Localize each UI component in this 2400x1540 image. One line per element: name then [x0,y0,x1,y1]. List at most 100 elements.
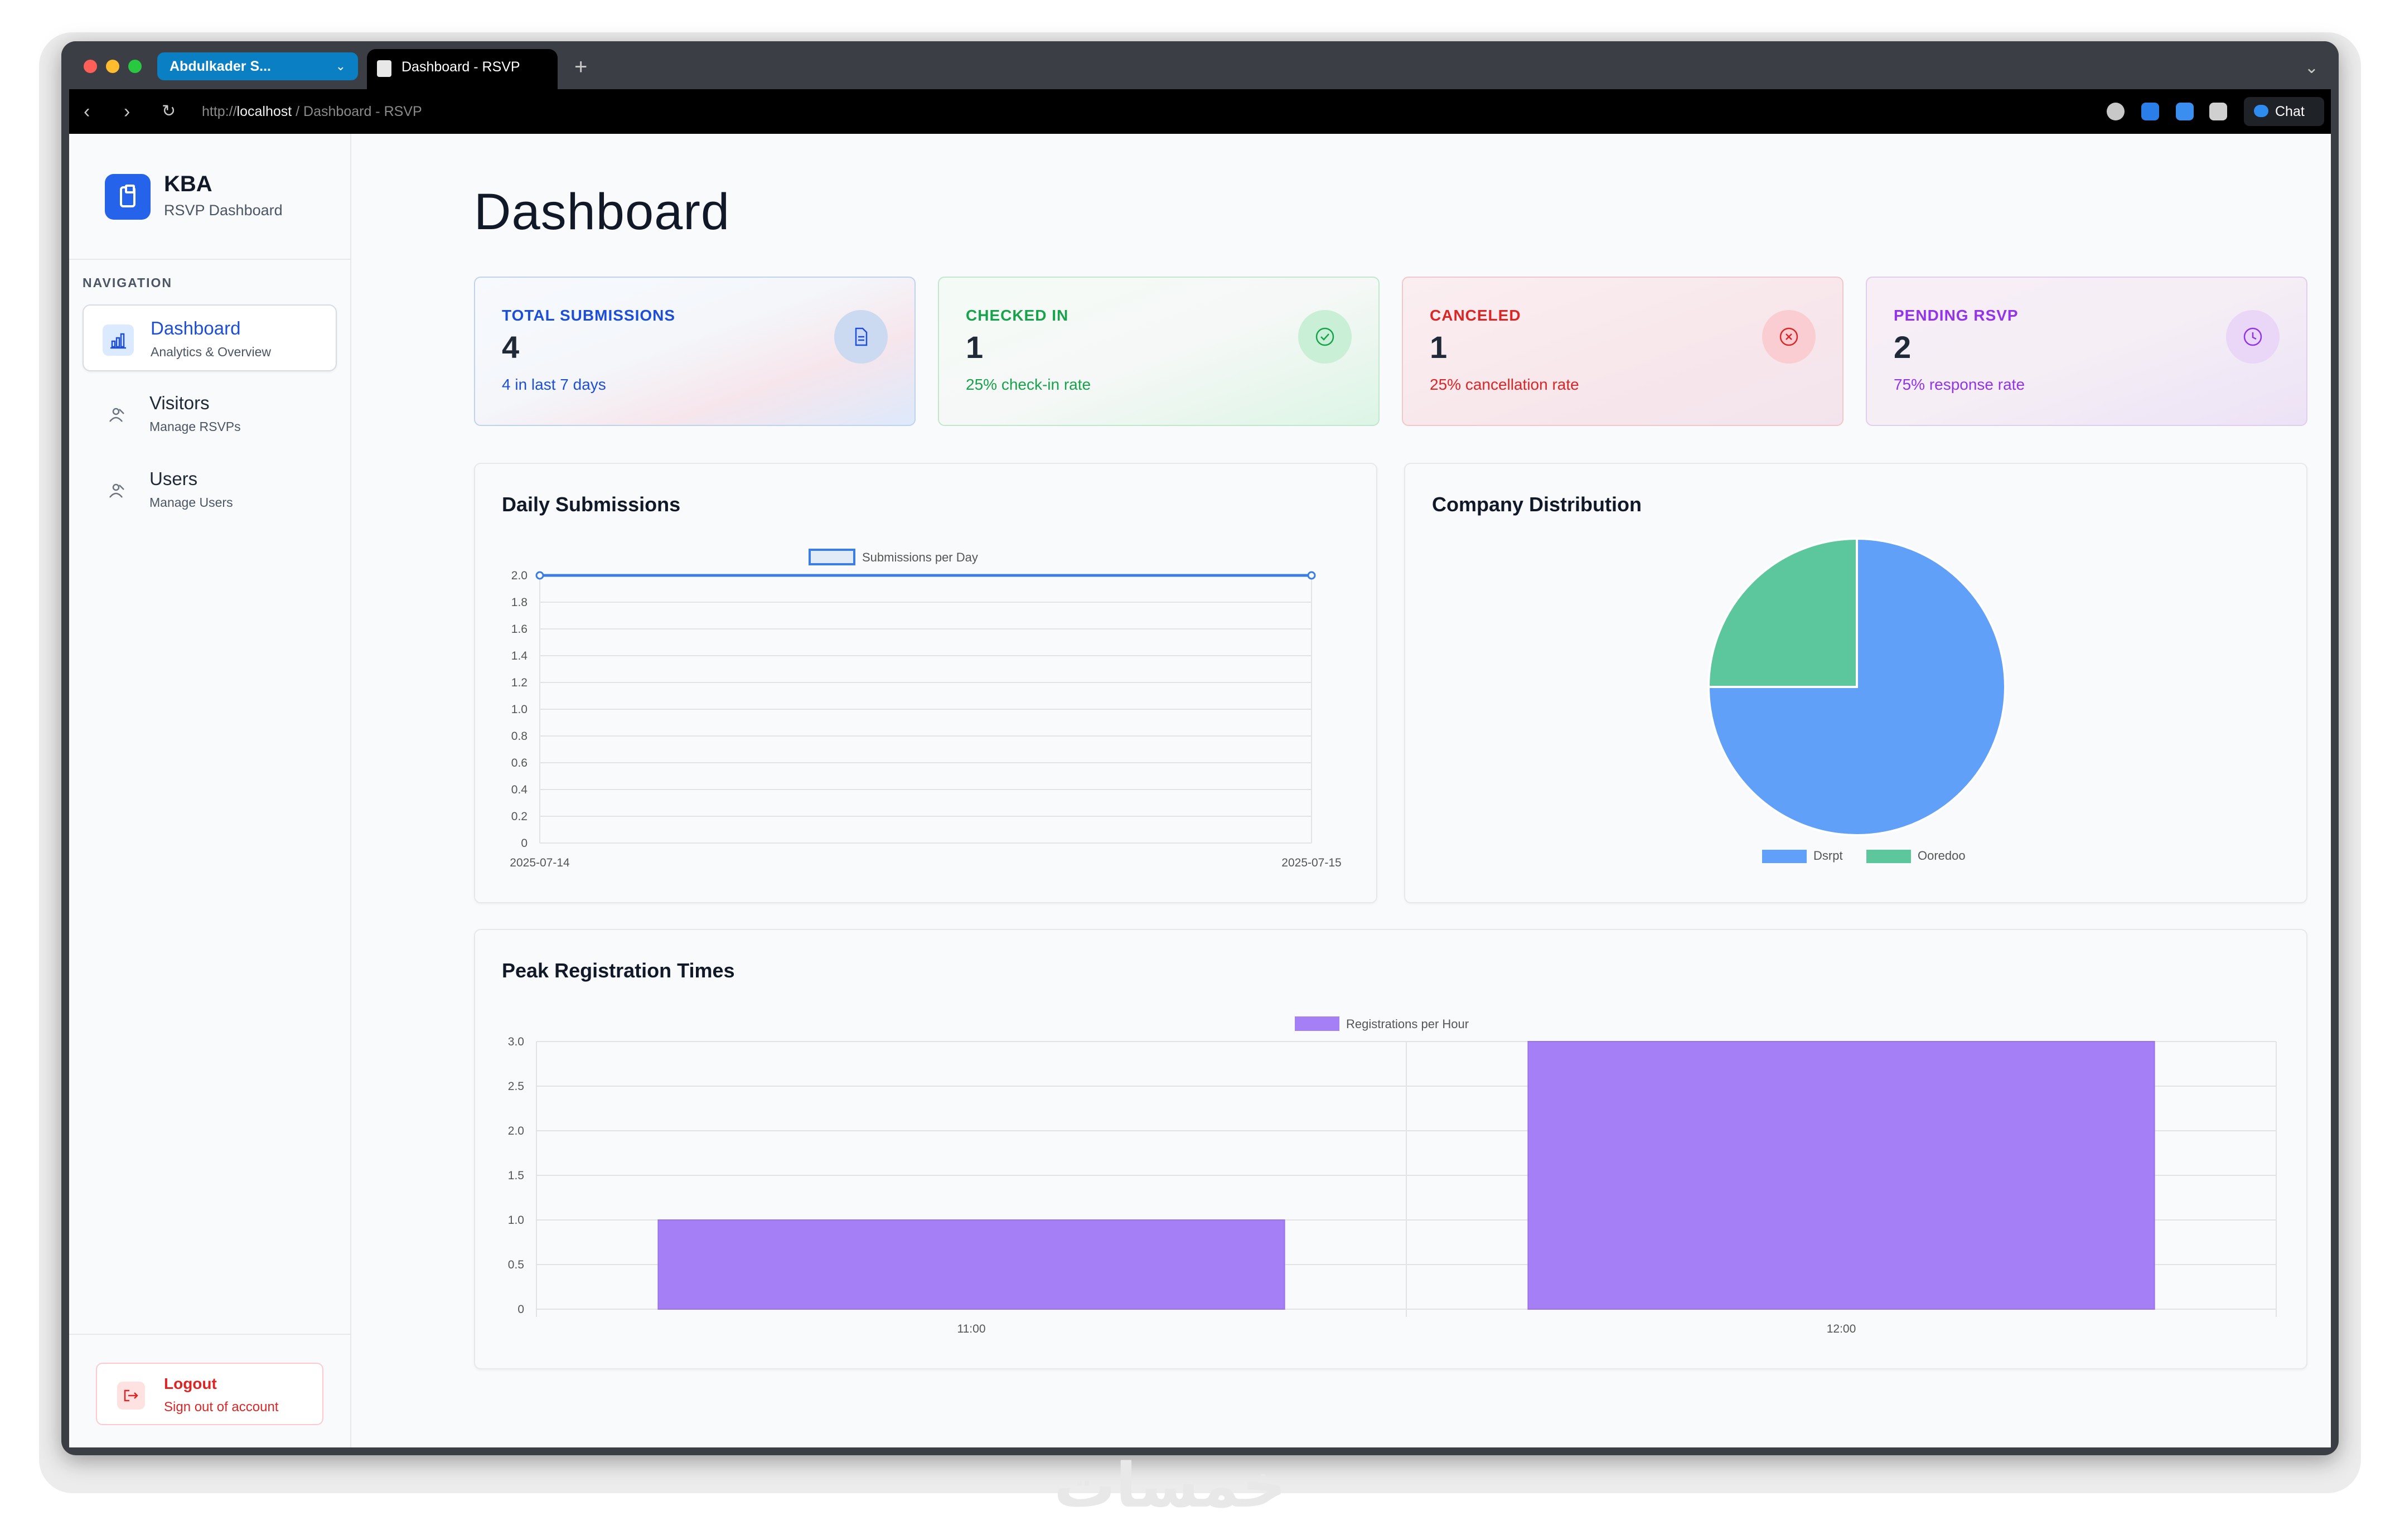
sidebar-item-users[interactable]: Users Manage Users [83,456,337,523]
y-tick-label: 0.2 [511,810,528,823]
profile-chip[interactable]: Abdulkader S... ⌄ [157,52,358,80]
minimize-window-button[interactable] [106,60,119,73]
stat-card-pending-rsvp: PENDING RSVP 2 75% response rate [1866,277,2307,426]
sidebar-item-dashboard[interactable]: Dashboard Analytics & Overview [83,304,337,371]
x-tick-label: 11:00 [957,1323,986,1335]
divider [69,259,350,260]
globe-icon[interactable] [2107,103,2125,120]
x-tick-label: 12:00 [1827,1323,1856,1335]
chevron-down-icon[interactable]: ⌄ [2304,59,2319,77]
y-tick-label: 0.6 [511,757,528,769]
main-content: Dashboard TOTAL SUBMISSIONS 4 4 in last … [350,134,2331,1447]
tab-title: Dashboard - RSVP [401,59,520,75]
document-icon [834,310,888,364]
stat-card-total-submissions: TOTAL SUBMISSIONS 4 4 in last 7 days [474,277,916,426]
bar-chart: 0 0.5 1.0 1.5 2.0 2.5 3.0 11:00 12:00 Registratio… [508,1016,2277,1335]
y-tick-label: 2.0 [511,569,528,582]
y-tick-label: 0.5 [508,1258,524,1271]
chat-label: Chat [2275,104,2305,119]
stat-note: 4 in last 7 days [502,376,606,393]
app-viewport: KBA RSVP Dashboard NAVIGATION Dashboard … [69,134,2331,1447]
brand-subtitle: RSVP Dashboard [164,202,283,219]
page-title: Dashboard [474,183,730,240]
logout-button[interactable]: Logout Sign out of account [96,1363,323,1425]
y-tick-label: 0.4 [511,783,528,796]
y-tick-label: 1.8 [511,596,528,609]
y-tick-label: 1.2 [511,676,528,689]
stat-note: 75% response rate [1894,376,2025,393]
pie-chart: Dsrpt Ooredoo [1707,537,2006,863]
camera-icon[interactable] [2209,103,2227,120]
y-tick-label: 0 [517,1303,524,1316]
pie-slice [1707,537,1858,688]
bar [657,1219,1285,1310]
url-host: localhost [236,104,292,119]
legend-label: Ooredoo [1918,849,1966,863]
sidebar-item-sublabel: Manage RSVPs [149,419,241,434]
y-tick-label: 2.0 [508,1125,524,1137]
check-circle-icon [1298,310,1352,364]
tab-dashboard[interactable]: Dashboard - RSVP [367,49,558,89]
bar [1527,1041,2155,1310]
y-tick-label: 2.5 [508,1080,524,1093]
sidebar: KBA RSVP Dashboard NAVIGATION Dashboard … [69,134,351,1447]
stat-value: 4 [502,330,520,365]
sidebar-item-sublabel: Analytics & Overview [151,345,272,359]
sidebar-item-label: Dashboard [151,318,241,338]
daily-submissions-card: Daily Submissions 0 0.2 0.4 0.6 0.8 1.0 1.2 1.4… [474,463,1377,903]
stat-value: 1 [1430,330,1448,365]
y-tick-label: 1.0 [508,1214,524,1227]
url-scheme: http:// [202,104,237,119]
page-icon [377,60,391,77]
data-point [535,571,544,580]
url-field[interactable]: http://localhost / Dashboard - RSVP [202,89,422,134]
company-distribution-card: Company Distribution Dsrpt Ooredoo [1404,463,2307,903]
address-bar: ‹ › ↻ http://localhost / Dashboard - RSV… [69,89,2331,134]
stat-card-canceled: CANCELED 1 25% cancellation rate [1402,277,1843,426]
chat-button[interactable]: Chat [2244,97,2324,126]
logout-label: Logout [164,1375,217,1392]
stat-label: TOTAL SUBMISSIONS [502,307,676,324]
users-icon [101,475,133,506]
watermark: خمسات [1054,1451,1286,1520]
stat-value: 2 [1894,330,1912,365]
legend-swatch [1295,1016,1339,1031]
y-tick-label: 1.0 [511,703,528,716]
y-tick-label: 1.6 [511,623,528,636]
stat-card-checked-in: CHECKED IN 1 25% check-in rate [938,277,1380,426]
sidebar-item-label: Visitors [149,393,210,413]
chart-title: Company Distribution [1432,493,1642,516]
data-point [1307,571,1316,580]
chart-title: Peak Registration Times [502,959,735,982]
new-tab-button[interactable]: + [574,55,588,79]
reload-icon[interactable]: ↻ [162,102,176,120]
legend-swatch [1866,850,1911,863]
logout-sublabel: Sign out of account [164,1399,279,1415]
line-chart: 0 0.2 0.4 0.6 0.8 1.0 1.2 1.4 1.6 1.8 2.0 2025-07-1… [510,549,1342,869]
sidebar-item-label: Users [149,468,198,489]
users-icon [101,399,133,430]
y-tick-label: 1.4 [511,650,528,662]
stat-value: 1 [966,330,984,365]
legend-label: Registrations per Hour [1346,1017,1469,1031]
extension-icon[interactable] [2176,103,2194,120]
legend-label: Submissions per Day [862,550,978,564]
maximize-window-button[interactable] [128,60,142,73]
close-window-button[interactable] [84,60,97,73]
stat-note: 25% cancellation rate [1430,376,1579,393]
y-tick-label: 3.0 [508,1035,524,1048]
sidebar-item-sublabel: Manage Users [149,495,233,510]
x-circle-icon [1762,310,1816,364]
back-icon[interactable]: ‹ [84,101,90,122]
sidebar-item-visitors[interactable]: Visitors Manage RSVPs [83,380,337,447]
forward-icon[interactable]: › [124,101,130,122]
sync-icon[interactable] [2141,103,2159,120]
chat-bubble-icon [2254,105,2268,117]
bar-chart-icon [103,325,134,356]
y-tick-label: 0.8 [511,730,528,743]
x-tick-label: 2025-07-15 [1281,856,1341,869]
y-tick-label: 1.5 [508,1169,524,1182]
divider [69,1334,350,1335]
nav-heading: NAVIGATION [83,275,172,290]
tab-bar: Abdulkader S... ⌄ Dashboard - RSVP + ⌄ [61,41,2339,89]
